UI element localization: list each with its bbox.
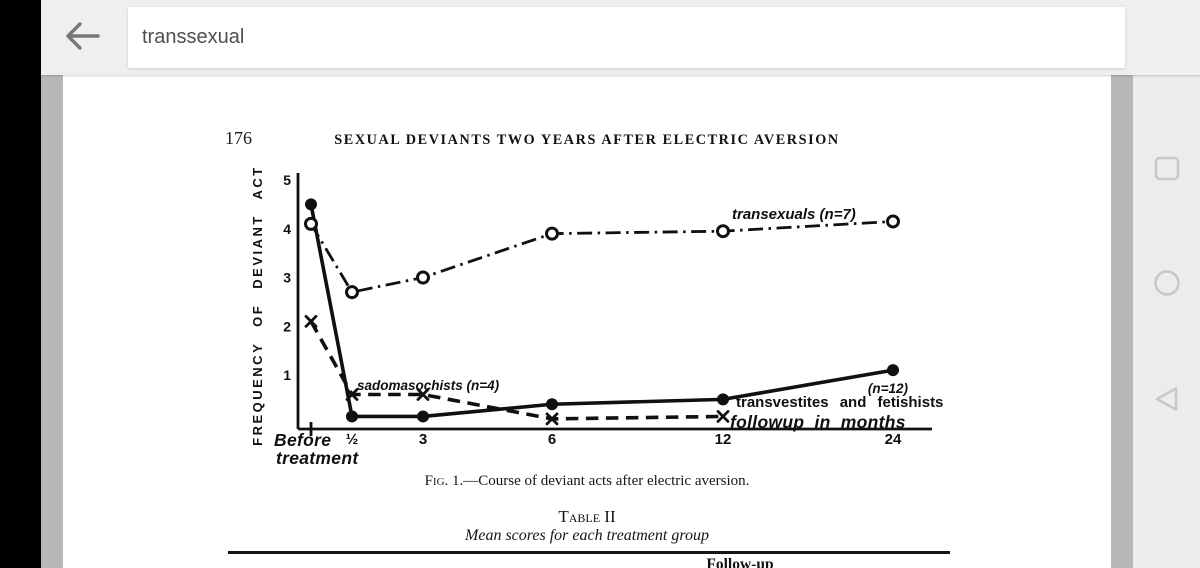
svg-text:3: 3 <box>419 431 427 448</box>
figure-caption-text: —Course of deviant acts after electric a… <box>463 473 750 489</box>
arrow-left-icon <box>66 22 100 50</box>
svg-text:treatment: treatment <box>276 448 359 468</box>
search-box <box>128 7 1125 68</box>
running-title: SEXUAL DEVIANTS TWO YEARS AFTER ELECTRIC… <box>334 132 840 148</box>
svg-text:2: 2 <box>283 318 291 334</box>
svg-text:transvestites and fetishists: transvestites and fetishists <box>736 394 943 411</box>
svg-text:transexuals (n=7): transexuals (n=7) <box>732 206 856 223</box>
svg-text:3: 3 <box>283 270 291 286</box>
page-number: 176 <box>225 128 252 148</box>
table-partial-header: Follow-up <box>706 556 774 568</box>
svg-text:Before: Before <box>274 430 331 450</box>
svg-text:12: 12 <box>715 431 732 448</box>
nav-back-button[interactable] <box>1145 377 1189 421</box>
svg-text:sadomasochists (n=4): sadomasochists (n=4) <box>357 378 500 393</box>
viewer-gutter-left <box>41 75 63 568</box>
svg-text:6: 6 <box>548 431 556 448</box>
svg-text:1: 1 <box>283 367 291 383</box>
table-subtitle: Mean scores for each treatment group <box>465 527 709 544</box>
recents-square-icon <box>1154 156 1180 181</box>
display-cutout-strip <box>0 0 41 568</box>
document-page[interactable]: 176 SEXUAL DEVIANTS TWO YEARS AFTER ELEC… <box>63 75 1111 568</box>
table-title: Table II <box>558 507 616 526</box>
search-input[interactable] <box>128 7 1125 68</box>
svg-text:½: ½ <box>346 431 359 448</box>
svg-text:4: 4 <box>283 221 291 237</box>
svg-text:(n=12): (n=12) <box>868 381 909 396</box>
table-top-rule <box>228 551 950 554</box>
svg-text:24: 24 <box>885 431 902 448</box>
svg-text:FREQUENCY OF DEVIANT ACTS: FREQUENCY OF DEVIANT ACTS <box>250 165 265 446</box>
svg-text:5: 5 <box>283 172 291 188</box>
back-triangle-icon <box>1155 387 1178 411</box>
android-nav-bar <box>1133 75 1200 568</box>
viewer-gutter-right <box>1111 75 1133 568</box>
figure-caption: Fig. 1.—Course of deviant acts after ele… <box>63 473 1111 490</box>
back-button[interactable] <box>62 16 102 56</box>
figure-caption-label: Fig. 1. <box>424 473 464 489</box>
svg-text:followup in months: followup in months <box>730 412 906 432</box>
home-button[interactable] <box>1145 261 1189 305</box>
recents-button[interactable] <box>1145 146 1189 190</box>
home-circle-icon <box>1154 270 1180 296</box>
browser-search-bar <box>0 0 1200 75</box>
